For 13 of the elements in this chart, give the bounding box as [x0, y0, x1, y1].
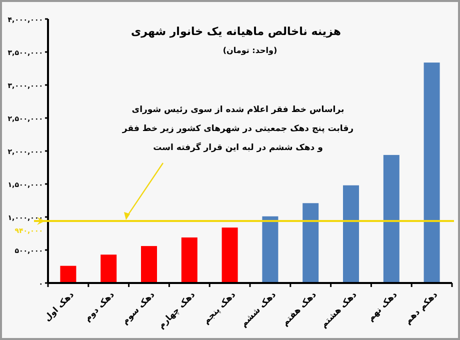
x-tick-label: دهک چهارم [156, 290, 198, 332]
x-tick-label: دهک نهم [366, 290, 400, 324]
x-tick-label: دهک دوم [82, 290, 118, 324]
x-tick-label: دهک هشتم [319, 290, 360, 330]
annotation: براساس خط فقر اعلام شده از سوی رئیس شورای رقابت پنج دهک جمعیتی در شهرهای کشور زیر خط فقر و دهک ششم در لبه این قرار گرفته است [122, 104, 354, 155]
x-tick-label: دهکم دهم [403, 290, 440, 327]
x-tick-label: دهک ششم [239, 290, 279, 330]
x-tick-label: دهک پنجم [202, 290, 238, 326]
x-tick-label: دهک اول [42, 290, 77, 324]
x-tick-label: دهک هفتم [280, 290, 320, 328]
text: (واحد: تومان) [222, 46, 278, 55]
text: هزینه ناخالص ماهیانه یک خانوار شهری [131, 25, 341, 38]
x-tick-label: دهک سوم [120, 290, 158, 327]
